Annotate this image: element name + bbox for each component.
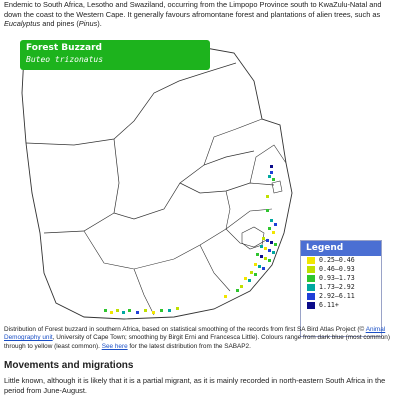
legend-label: 0.25–0.46	[319, 256, 355, 264]
intro-paragraph: Endemic to South Africa, Lesotho and Swa…	[4, 0, 396, 29]
province-border-7	[249, 144, 287, 184]
legend-row: 0.46–0.93	[301, 265, 381, 274]
intro-text-3: ).	[97, 19, 102, 29]
species-common-name: Forest Buzzard	[26, 43, 102, 53]
legend-swatch	[307, 302, 315, 309]
legend-swatch	[307, 293, 315, 300]
map-legend: Legend 0.25–0.46 0.46–0.93 0.93–1.73 1.7…	[300, 240, 382, 337]
swaziland-outline	[271, 180, 283, 194]
caption-text-3: for the latest distribution from the SAB…	[127, 342, 251, 350]
legend-row: 0.25–0.46	[301, 256, 381, 265]
country-border-1	[25, 62, 237, 146]
intro-eucalyptus: Eucalyptus	[4, 19, 41, 29]
map-caption: Distribution of Forest buzzard in southe…	[4, 326, 396, 351]
species-label-box: Forest Buzzard Buteo trizonatus	[20, 40, 210, 70]
legend-swatch	[307, 275, 315, 282]
legend-row: 2.92–6.11	[301, 292, 381, 301]
legend-label: 1.73–2.92	[319, 283, 355, 291]
legend-label: 2.92–6.11	[319, 292, 355, 300]
intro-pinus: Pinus	[78, 19, 98, 29]
province-border-4	[225, 228, 269, 248]
species-scientific-name: Buteo trizonatus	[26, 55, 104, 64]
legend-title: Legend	[301, 241, 381, 256]
province-border-1	[83, 208, 273, 270]
legend-swatch	[307, 284, 315, 291]
legend-label: 0.46–0.93	[319, 265, 355, 273]
legend-swatch	[307, 266, 315, 273]
see-here-link[interactable]: See here	[101, 342, 128, 350]
intro-text-2: and pines (	[40, 19, 79, 29]
caption-text-1: Distribution of Forest buzzard in southe…	[4, 326, 366, 333]
province-border-5	[225, 190, 231, 230]
province-border-6	[203, 118, 263, 166]
map-svg	[21, 42, 293, 320]
legend-row: 1.73–2.92	[301, 283, 381, 292]
legend-label: 6.11+	[319, 301, 339, 309]
legend-swatch	[307, 257, 315, 264]
legend-row: 6.11+	[301, 301, 381, 310]
province-border-2	[133, 268, 155, 316]
movements-body: Little known, although it is likely that…	[4, 376, 386, 395]
province-border-3	[199, 244, 231, 292]
country-border-2	[113, 138, 255, 220]
distribution-map: Forest Buzzard Buteo trizonatus Legend 0…	[4, 33, 396, 337]
caption-text-2: , University of Cape Town; smoothing by …	[4, 334, 390, 350]
legend-label: 0.93–1.73	[319, 274, 355, 282]
legend-row: 0.93–1.73	[301, 274, 381, 283]
distribution-cells	[104, 165, 277, 314]
animal-demography-link[interactable]: Animal Demography unit	[4, 326, 386, 342]
movements-heading: Movements and migrations	[4, 360, 134, 371]
southern-africa-outline	[21, 42, 293, 320]
intro-text: Endemic to South Africa, Lesotho and Swa…	[4, 0, 382, 19]
